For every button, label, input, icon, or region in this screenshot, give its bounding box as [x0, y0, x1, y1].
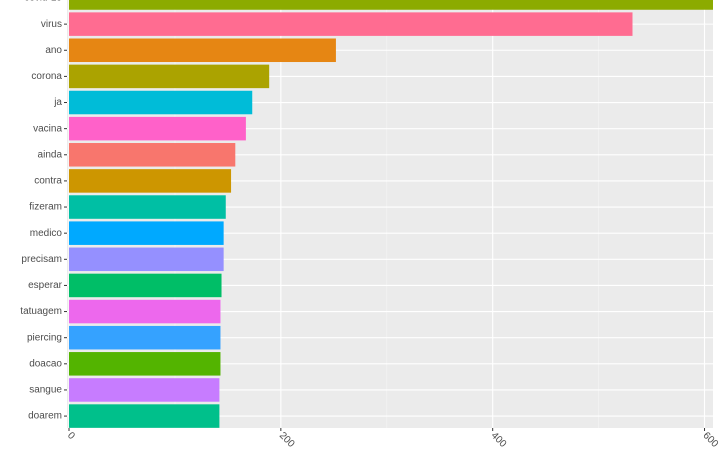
y-tick-label: vacina	[33, 123, 62, 134]
bar	[69, 273, 222, 298]
y-tick-label: doarem	[28, 411, 62, 422]
bars	[69, 0, 713, 428]
y-tick-label: ja	[53, 97, 62, 108]
bar	[69, 195, 226, 219]
y-tick-label: ano	[45, 45, 62, 56]
y-tick-label: virus	[41, 19, 62, 30]
x-tick-label: 600	[701, 430, 720, 450]
y-tick-label: covid-19	[24, 0, 62, 4]
bar	[69, 378, 220, 402]
bar	[69, 64, 270, 89]
bar	[69, 143, 236, 167]
bar	[69, 221, 224, 245]
x-tick-label: 400	[489, 430, 509, 450]
bar	[69, 116, 246, 141]
bar	[69, 325, 221, 350]
bar	[69, 352, 221, 376]
bar	[69, 247, 224, 272]
y-tick-label: ainda	[38, 149, 63, 160]
bar	[69, 38, 336, 63]
x-tick-label: 0	[65, 430, 77, 442]
bar	[69, 90, 253, 115]
bar	[69, 299, 221, 324]
y-tick-label: doacao	[29, 358, 62, 369]
y-tick-label: fizeram	[29, 202, 62, 213]
y-tick-label: piercing	[27, 332, 62, 343]
y-tick-label: tatuagem	[20, 306, 62, 317]
bar	[69, 404, 220, 428]
y-tick-label: sangue	[29, 385, 62, 396]
y-tick-label: precisam	[21, 254, 62, 265]
bar	[69, 12, 633, 36]
bar	[69, 0, 713, 10]
y-tick-label: contra	[34, 176, 62, 187]
y-tick-label: corona	[31, 71, 62, 82]
y-tick-label: medico	[30, 228, 63, 239]
bar	[69, 169, 232, 193]
x-tick-label: 200	[277, 430, 297, 450]
y-tick-label: esperar	[28, 280, 63, 291]
